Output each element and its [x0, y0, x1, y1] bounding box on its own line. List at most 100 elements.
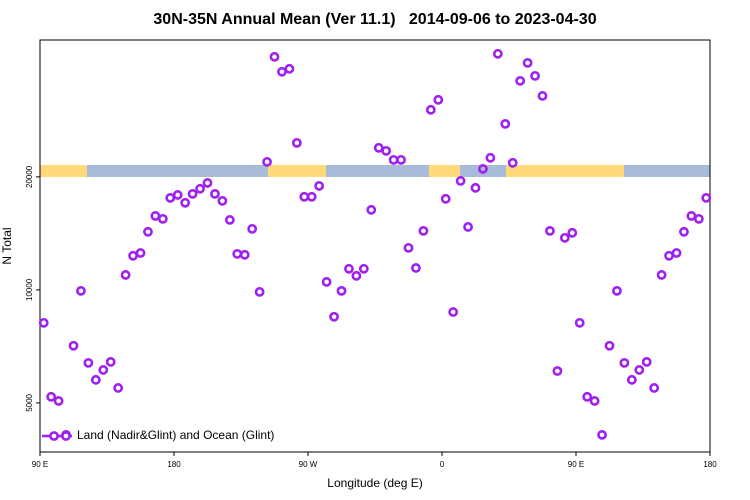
- point: [485, 152, 496, 163]
- x-axis-label: Longitude (deg E): [327, 476, 422, 490]
- point: [98, 365, 109, 375]
- point: [157, 213, 168, 224]
- point: [582, 391, 593, 402]
- point: [634, 365, 645, 375]
- point: [120, 270, 131, 280]
- point: [329, 311, 339, 322]
- point: [366, 204, 377, 215]
- legend-label: Land (Nadir&Glint) and Ocean (Glint): [77, 428, 274, 442]
- point: [291, 137, 302, 148]
- point: [470, 182, 481, 193]
- point: [693, 213, 704, 224]
- point: [254, 286, 265, 297]
- point: [195, 183, 205, 194]
- point: [463, 222, 473, 232]
- land-band: [40, 165, 87, 177]
- point: [150, 211, 161, 221]
- point: [559, 232, 570, 243]
- point: [68, 340, 79, 351]
- y-axis-label: N Total: [0, 227, 14, 264]
- point: [537, 91, 548, 101]
- point: [567, 227, 578, 238]
- point: [656, 270, 667, 280]
- point: [545, 225, 555, 236]
- point: [143, 226, 153, 237]
- point: [217, 195, 228, 206]
- point: [284, 63, 295, 74]
- legend-marker: [49, 431, 59, 441]
- plot-frame: [39, 39, 711, 453]
- point: [344, 263, 354, 274]
- land-ocean-strip: [40, 165, 710, 177]
- point: [612, 285, 622, 296]
- land-band: [268, 165, 326, 177]
- y-tick-label: 5000: [25, 393, 34, 411]
- point: [239, 249, 250, 260]
- point: [113, 383, 124, 393]
- point: [522, 57, 533, 68]
- point: [180, 197, 191, 208]
- point: [686, 211, 697, 221]
- y-tick-label: 10000: [25, 278, 34, 301]
- chart-title: 30N-35N Annual Mean (Ver 11.1) 2014-09-0…: [153, 11, 596, 28]
- point: [128, 250, 138, 261]
- point: [358, 263, 369, 274]
- point: [269, 51, 280, 62]
- point: [299, 191, 310, 202]
- x-tick-label: 90 E: [568, 460, 584, 469]
- point: [277, 66, 287, 77]
- point: [574, 317, 585, 328]
- point: [38, 317, 49, 328]
- point: [433, 94, 444, 105]
- y-tick-label: 20000: [25, 165, 34, 188]
- land-band: [429, 165, 460, 177]
- point: [172, 190, 183, 200]
- point: [626, 374, 637, 385]
- point: [530, 70, 540, 81]
- point: [448, 307, 459, 317]
- point: [262, 156, 272, 167]
- point: [492, 48, 503, 59]
- point: [641, 356, 652, 367]
- x-tick-label: 0: [440, 460, 445, 469]
- point: [46, 391, 57, 402]
- land-band: [506, 165, 624, 177]
- legend-marker: [61, 431, 71, 441]
- point: [552, 366, 563, 376]
- x-tick-label: 180: [703, 460, 717, 469]
- x-tick-label: 180: [167, 460, 181, 469]
- point: [53, 396, 64, 406]
- point: [507, 157, 518, 168]
- point: [336, 285, 347, 296]
- point: [589, 396, 600, 406]
- point: [247, 223, 258, 234]
- point: [418, 225, 429, 236]
- point: [679, 226, 689, 237]
- point: [381, 145, 392, 156]
- point: [83, 358, 94, 368]
- x-tick-label: 90 W: [299, 460, 318, 469]
- point: [165, 192, 176, 203]
- point: [425, 104, 436, 115]
- point: [597, 429, 607, 440]
- point: [90, 374, 101, 385]
- point: [396, 154, 406, 165]
- point: [321, 277, 332, 287]
- point: [202, 178, 213, 188]
- point: [76, 285, 86, 296]
- point: [515, 75, 526, 86]
- point: [306, 191, 317, 202]
- point: [478, 164, 488, 174]
- point: [664, 250, 674, 261]
- point: [351, 270, 362, 281]
- point: [440, 193, 451, 204]
- point: [649, 383, 660, 393]
- point: [210, 188, 220, 199]
- point: [105, 356, 116, 367]
- series: [38, 48, 712, 440]
- x-tick-label: 90 E: [32, 460, 48, 469]
- point: [314, 181, 325, 191]
- point: [135, 248, 146, 258]
- point: [403, 242, 414, 253]
